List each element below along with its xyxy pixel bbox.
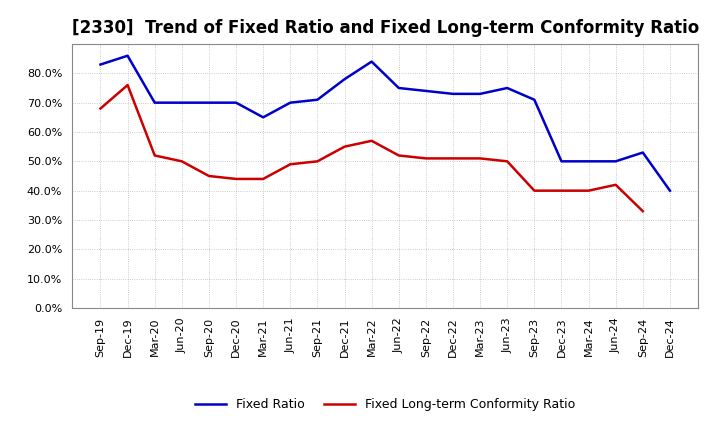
Fixed Ratio	[476, 91, 485, 96]
Fixed Ratio	[530, 97, 539, 103]
Fixed Ratio	[259, 115, 268, 120]
Fixed Long-term Conformity Ratio	[232, 176, 240, 182]
Legend: Fixed Ratio, Fixed Long-term Conformity Ratio: Fixed Ratio, Fixed Long-term Conformity …	[190, 393, 580, 416]
Fixed Ratio	[503, 85, 511, 91]
Fixed Long-term Conformity Ratio	[96, 106, 105, 111]
Fixed Long-term Conformity Ratio	[395, 153, 403, 158]
Fixed Long-term Conformity Ratio	[150, 153, 159, 158]
Fixed Ratio	[639, 150, 647, 155]
Line: Fixed Long-term Conformity Ratio: Fixed Long-term Conformity Ratio	[101, 85, 643, 211]
Fixed Long-term Conformity Ratio	[123, 82, 132, 88]
Fixed Ratio	[286, 100, 294, 105]
Fixed Long-term Conformity Ratio	[611, 182, 620, 187]
Fixed Long-term Conformity Ratio	[341, 144, 349, 149]
Fixed Long-term Conformity Ratio	[449, 156, 457, 161]
Fixed Ratio	[232, 100, 240, 105]
Fixed Ratio	[557, 159, 566, 164]
Fixed Long-term Conformity Ratio	[503, 159, 511, 164]
Fixed Ratio	[665, 188, 674, 193]
Fixed Long-term Conformity Ratio	[557, 188, 566, 193]
Fixed Ratio	[313, 97, 322, 103]
Fixed Ratio	[449, 91, 457, 96]
Fixed Long-term Conformity Ratio	[530, 188, 539, 193]
Fixed Ratio	[150, 100, 159, 105]
Fixed Long-term Conformity Ratio	[584, 188, 593, 193]
Fixed Long-term Conformity Ratio	[204, 173, 213, 179]
Title: [2330]  Trend of Fixed Ratio and Fixed Long-term Conformity Ratio: [2330] Trend of Fixed Ratio and Fixed Lo…	[71, 19, 699, 37]
Fixed Long-term Conformity Ratio	[178, 159, 186, 164]
Fixed Ratio	[204, 100, 213, 105]
Fixed Ratio	[611, 159, 620, 164]
Fixed Long-term Conformity Ratio	[259, 176, 268, 182]
Fixed Ratio	[96, 62, 105, 67]
Fixed Ratio	[178, 100, 186, 105]
Fixed Ratio	[421, 88, 430, 94]
Fixed Ratio	[367, 59, 376, 64]
Fixed Long-term Conformity Ratio	[476, 156, 485, 161]
Fixed Long-term Conformity Ratio	[421, 156, 430, 161]
Fixed Ratio	[341, 77, 349, 82]
Fixed Long-term Conformity Ratio	[639, 209, 647, 214]
Fixed Ratio	[584, 159, 593, 164]
Fixed Ratio	[395, 85, 403, 91]
Line: Fixed Ratio: Fixed Ratio	[101, 56, 670, 191]
Fixed Ratio	[123, 53, 132, 59]
Fixed Long-term Conformity Ratio	[367, 138, 376, 143]
Fixed Long-term Conformity Ratio	[313, 159, 322, 164]
Fixed Long-term Conformity Ratio	[286, 161, 294, 167]
